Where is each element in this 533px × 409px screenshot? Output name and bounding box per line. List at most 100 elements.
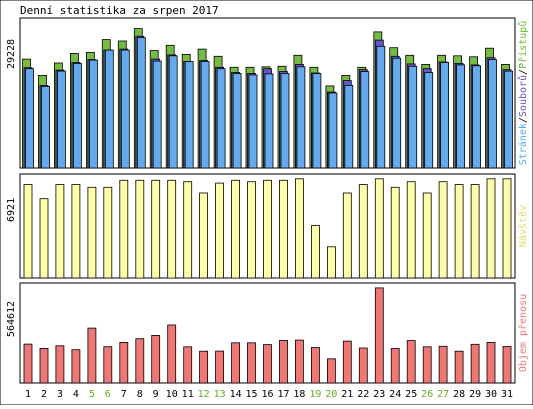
legend-entry: Souborů bbox=[517, 75, 529, 117]
bar-visits-návštěv-day-21 bbox=[342, 192, 352, 279]
bar-volume-objem-přenosu-day-16 bbox=[263, 344, 272, 384]
bar-volume-objem-přenosu-day-17 bbox=[279, 339, 288, 384]
x-tick-label-day-29: 29 bbox=[469, 389, 481, 400]
x-tick-label-day-3: 3 bbox=[57, 389, 63, 400]
bar-volume-objem-přenosu-day-5 bbox=[87, 327, 97, 384]
x-tick-label-day-6: 6 bbox=[105, 389, 111, 400]
bar-visits-návštěv-day-15 bbox=[247, 181, 256, 279]
x-tick-label-day-25: 25 bbox=[405, 389, 417, 400]
bar-volume-objem-přenosu-day-7 bbox=[119, 341, 129, 384]
bar-visits-návštěv-day-3 bbox=[55, 184, 65, 279]
bar-visits-návštěv-day-24 bbox=[390, 186, 400, 279]
bar-volume-objem-přenosu-day-27 bbox=[438, 345, 448, 384]
legend-entry: / bbox=[518, 69, 529, 75]
bar-hits-stránek-day-7 bbox=[120, 49, 130, 169]
bar-hits-stránek-day-5 bbox=[89, 59, 98, 169]
bar-volume-objem-přenosu-day-14 bbox=[231, 342, 241, 384]
bar-hits-stránek-day-15 bbox=[248, 74, 258, 169]
bar-volume-objem-přenosu-day-1 bbox=[23, 343, 33, 384]
bar-volume-objem-přenosu-day-31 bbox=[502, 346, 512, 384]
bar-volume-objem-přenosu-day-3 bbox=[55, 345, 65, 384]
x-tick-label-day-1: 1 bbox=[25, 389, 31, 400]
x-tick-label-day-9: 9 bbox=[153, 389, 159, 400]
bar-visits-návštěv-day-28 bbox=[454, 184, 464, 279]
bar-hits-stránek-day-3 bbox=[57, 70, 66, 169]
x-tick-label-day-26: 26 bbox=[421, 389, 433, 400]
panel-max-label-volume: 564612 bbox=[6, 301, 17, 337]
chart-title: Denní statistika za srpen 2017 bbox=[20, 4, 219, 17]
bar-visits-návštěv-day-16 bbox=[263, 179, 272, 279]
x-tick-label-day-2: 2 bbox=[41, 389, 47, 400]
bar-volume-objem-přenosu-day-25 bbox=[406, 340, 416, 384]
bar-volume-objem-přenosu-day-29 bbox=[470, 343, 480, 384]
bar-volume-objem-přenosu-day-26 bbox=[422, 346, 432, 384]
bar-hits-stránek-day-17 bbox=[280, 73, 290, 169]
bar-visits-návštěv-day-17 bbox=[279, 179, 288, 279]
x-tick-label-day-16: 16 bbox=[261, 389, 273, 400]
bar-visits-návštěv-day-26 bbox=[422, 192, 432, 279]
x-tick-label-day-19: 19 bbox=[309, 389, 321, 400]
bar-visits-návštěv-day-22 bbox=[358, 184, 368, 279]
bar-visits-návštěv-day-10 bbox=[167, 179, 177, 279]
bar-hits-stránek-day-16 bbox=[264, 73, 274, 169]
x-tick-label-day-28: 28 bbox=[453, 389, 465, 400]
bar-hits-stránek-day-20 bbox=[328, 92, 338, 169]
bar-hits-stránek-day-23 bbox=[376, 45, 386, 169]
bar-visits-návštěv-day-27 bbox=[438, 181, 448, 279]
x-tick-label-day-10: 10 bbox=[166, 389, 178, 400]
bar-visits-návštěv-day-20 bbox=[326, 246, 336, 279]
x-tick-label-day-18: 18 bbox=[293, 389, 305, 400]
x-tick-label-day-11: 11 bbox=[182, 389, 194, 400]
bar-volume-objem-přenosu-day-8 bbox=[135, 338, 145, 384]
bar-hits-stránek-day-18 bbox=[296, 66, 306, 169]
x-tick-label-day-4: 4 bbox=[73, 389, 79, 400]
bar-visits-návštěv-day-30 bbox=[486, 178, 496, 279]
bar-visits-návštěv-day-14 bbox=[231, 179, 241, 279]
panel-legend-volume: Objem přenosu bbox=[517, 294, 529, 372]
x-tick-label-day-14: 14 bbox=[230, 389, 242, 400]
bar-visits-návštěv-day-4 bbox=[71, 184, 81, 279]
bar-volume-objem-přenosu-day-13 bbox=[215, 350, 225, 384]
bar-volume-objem-přenosu-day-11 bbox=[183, 346, 193, 384]
bar-volume-objem-přenosu-day-10 bbox=[167, 324, 177, 384]
bar-volume-objem-přenosu-day-9 bbox=[151, 334, 161, 384]
x-tick-label-day-8: 8 bbox=[137, 389, 143, 400]
bar-volume-objem-přenosu-day-28 bbox=[454, 350, 464, 384]
bar-visits-návštěv-day-23 bbox=[374, 178, 384, 279]
bar-volume-objem-přenosu-day-6 bbox=[103, 346, 113, 384]
bar-volume-objem-přenosu-day-19 bbox=[310, 347, 320, 384]
bar-visits-návštěv-day-2 bbox=[39, 198, 49, 279]
bar-volume-objem-přenosu-day-30 bbox=[486, 341, 496, 384]
bar-hits-stránek-day-26 bbox=[424, 72, 434, 169]
x-tick-label-day-12: 12 bbox=[198, 389, 210, 400]
bar-visits-návštěv-day-13 bbox=[215, 182, 225, 279]
bar-hits-stránek-day-2 bbox=[41, 86, 50, 169]
panel-max-label-visits: 6921 bbox=[6, 198, 17, 222]
bar-visits-návštěv-day-12 bbox=[199, 192, 209, 279]
bar-visits-návštěv-day-5 bbox=[87, 186, 97, 279]
legend-entry: / bbox=[518, 117, 529, 123]
panel-max-label-hits: 29228 bbox=[6, 39, 17, 69]
x-tick-label-day-30: 30 bbox=[485, 389, 497, 400]
bar-hits-stránek-day-24 bbox=[392, 57, 402, 169]
x-tick-label-day-24: 24 bbox=[389, 389, 401, 400]
bar-visits-návštěv-day-6 bbox=[103, 186, 113, 279]
bar-visits-návštěv-day-18 bbox=[294, 178, 304, 279]
bar-hits-stránek-day-13 bbox=[216, 68, 226, 169]
bar-volume-objem-přenosu-day-20 bbox=[326, 358, 336, 384]
bar-visits-návštěv-day-1 bbox=[23, 184, 33, 279]
legend-entry: Přístupů bbox=[517, 21, 529, 69]
bar-hits-stránek-day-31 bbox=[504, 70, 513, 169]
bar-hits-stránek-day-14 bbox=[232, 73, 242, 169]
legend-entry: Objem přenosu bbox=[517, 294, 529, 372]
bar-volume-objem-přenosu-day-18 bbox=[294, 339, 304, 384]
bar-hits-stránek-day-21 bbox=[344, 85, 354, 169]
bar-visits-návštěv-day-8 bbox=[135, 179, 145, 279]
bar-volume-objem-přenosu-day-15 bbox=[247, 342, 256, 384]
bar-visits-návštěv-day-25 bbox=[406, 181, 416, 279]
bar-hits-stránek-day-22 bbox=[360, 71, 370, 169]
x-tick-label-day-13: 13 bbox=[214, 389, 226, 400]
x-tick-label-day-20: 20 bbox=[325, 389, 337, 400]
